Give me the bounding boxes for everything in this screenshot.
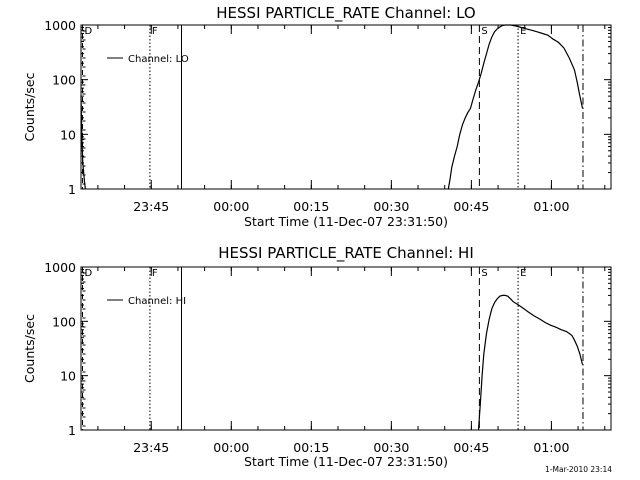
x-tick-label: 01:00 [533, 440, 569, 455]
event-marker-label: D [85, 26, 93, 37]
series-line [80, 96, 86, 190]
x-tick-label: 00:15 [293, 440, 329, 455]
x-tick-label: 00:00 [213, 440, 249, 455]
event-marker-label: F [152, 268, 158, 279]
x-tick-label: 00:15 [293, 199, 329, 214]
plot-frame [80, 266, 612, 431]
y-tick-label: 10 [60, 127, 76, 142]
event-marker-label: D [85, 268, 93, 279]
legend-label: Channel: LO [128, 54, 189, 65]
x-tick-label: 00:45 [453, 199, 489, 214]
x-tick-label: 01:00 [533, 199, 569, 214]
footer-timestamp: 1-Mar-2010 23:14 [545, 465, 612, 474]
legend-label: Channel: HI [128, 296, 186, 307]
x-tick-label: 00:00 [213, 199, 249, 214]
y-tick-label: 1 [68, 182, 76, 197]
event-marker-label: E [520, 268, 526, 279]
series-line [447, 24, 584, 190]
y-tick-label: 100 [52, 314, 76, 329]
series-line [477, 294, 584, 431]
x-tick-label: 00:45 [453, 440, 489, 455]
x-tick-label: 23:45 [133, 199, 169, 214]
event-marker-label: S [481, 26, 487, 37]
x-axis-label: Start Time (11-Dec-07 23:31:50) [244, 454, 448, 469]
y-axis-label: Counts/sec [22, 314, 37, 383]
y-tick-label: 1000 [44, 260, 76, 275]
y-tick-label: 1 [68, 423, 76, 438]
chart-title: HESSI PARTICLE_RATE Channel: HI [218, 244, 474, 263]
event-marker-label: E [520, 26, 526, 37]
x-axis-label: Start Time (11-Dec-07 23:31:50) [244, 214, 448, 229]
x-tick-label: 00:30 [373, 199, 409, 214]
y-tick-label: 1000 [44, 18, 76, 33]
x-tick-label: 00:30 [373, 440, 409, 455]
panel-channel-hi: HESSI PARTICLE_RATE Channel: HI 1 10 100 100… [22, 244, 612, 469]
panel-channel-lo: HESSI PARTICLE_RATE Channel: LO 1 10 100 100… [22, 4, 612, 229]
event-marker-label: F [152, 26, 158, 37]
chart-title: HESSI PARTICLE_RATE Channel: LO [216, 4, 475, 23]
x-tick-label: 23:45 [133, 440, 169, 455]
y-tick-label: 100 [52, 73, 76, 88]
plot-frame [80, 24, 612, 190]
y-tick-label: 10 [60, 369, 76, 384]
event-marker-label: S [481, 268, 487, 279]
y-axis-label: Counts/sec [22, 72, 37, 141]
